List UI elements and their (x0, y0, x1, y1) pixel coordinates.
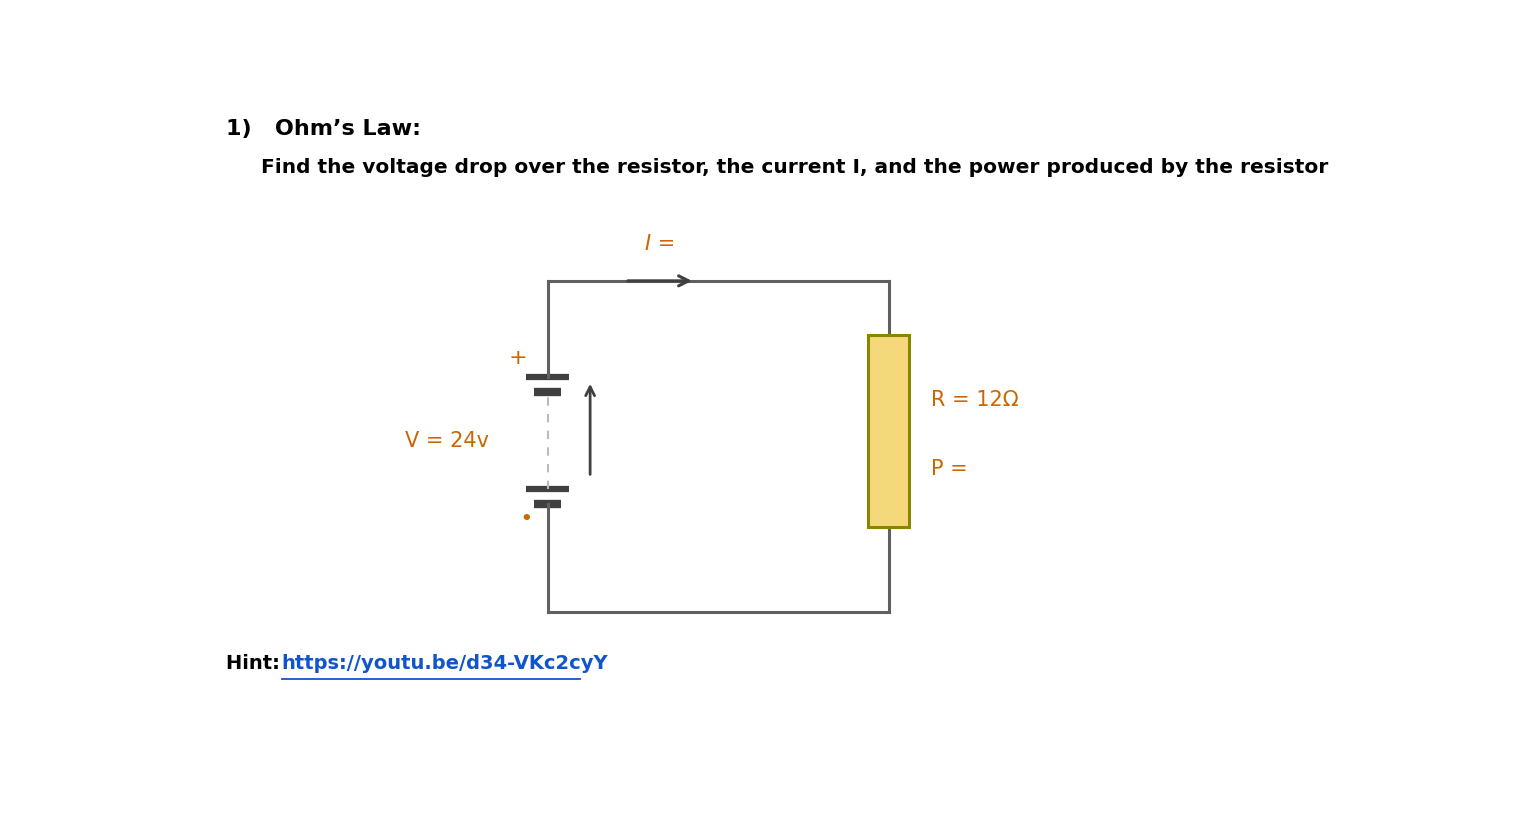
Text: 1)   Ohm’s Law:: 1) Ohm’s Law: (226, 119, 420, 139)
Text: Find the voltage drop over the resistor, the current I, and the power produced b: Find the voltage drop over the resistor,… (261, 158, 1328, 177)
Text: +: + (509, 348, 527, 368)
Text: P =: P = (931, 459, 967, 479)
Text: Hint:: Hint: (226, 654, 287, 673)
Text: V = 24v: V = 24v (405, 430, 489, 451)
Bar (868, 335, 909, 527)
Text: I =: I = (645, 234, 675, 254)
Text: R = 12Ω: R = 12Ω (931, 390, 1019, 411)
Text: https://youtu.be/d34-VKc2cyY: https://youtu.be/d34-VKc2cyY (281, 654, 608, 673)
Text: •: • (521, 510, 532, 529)
